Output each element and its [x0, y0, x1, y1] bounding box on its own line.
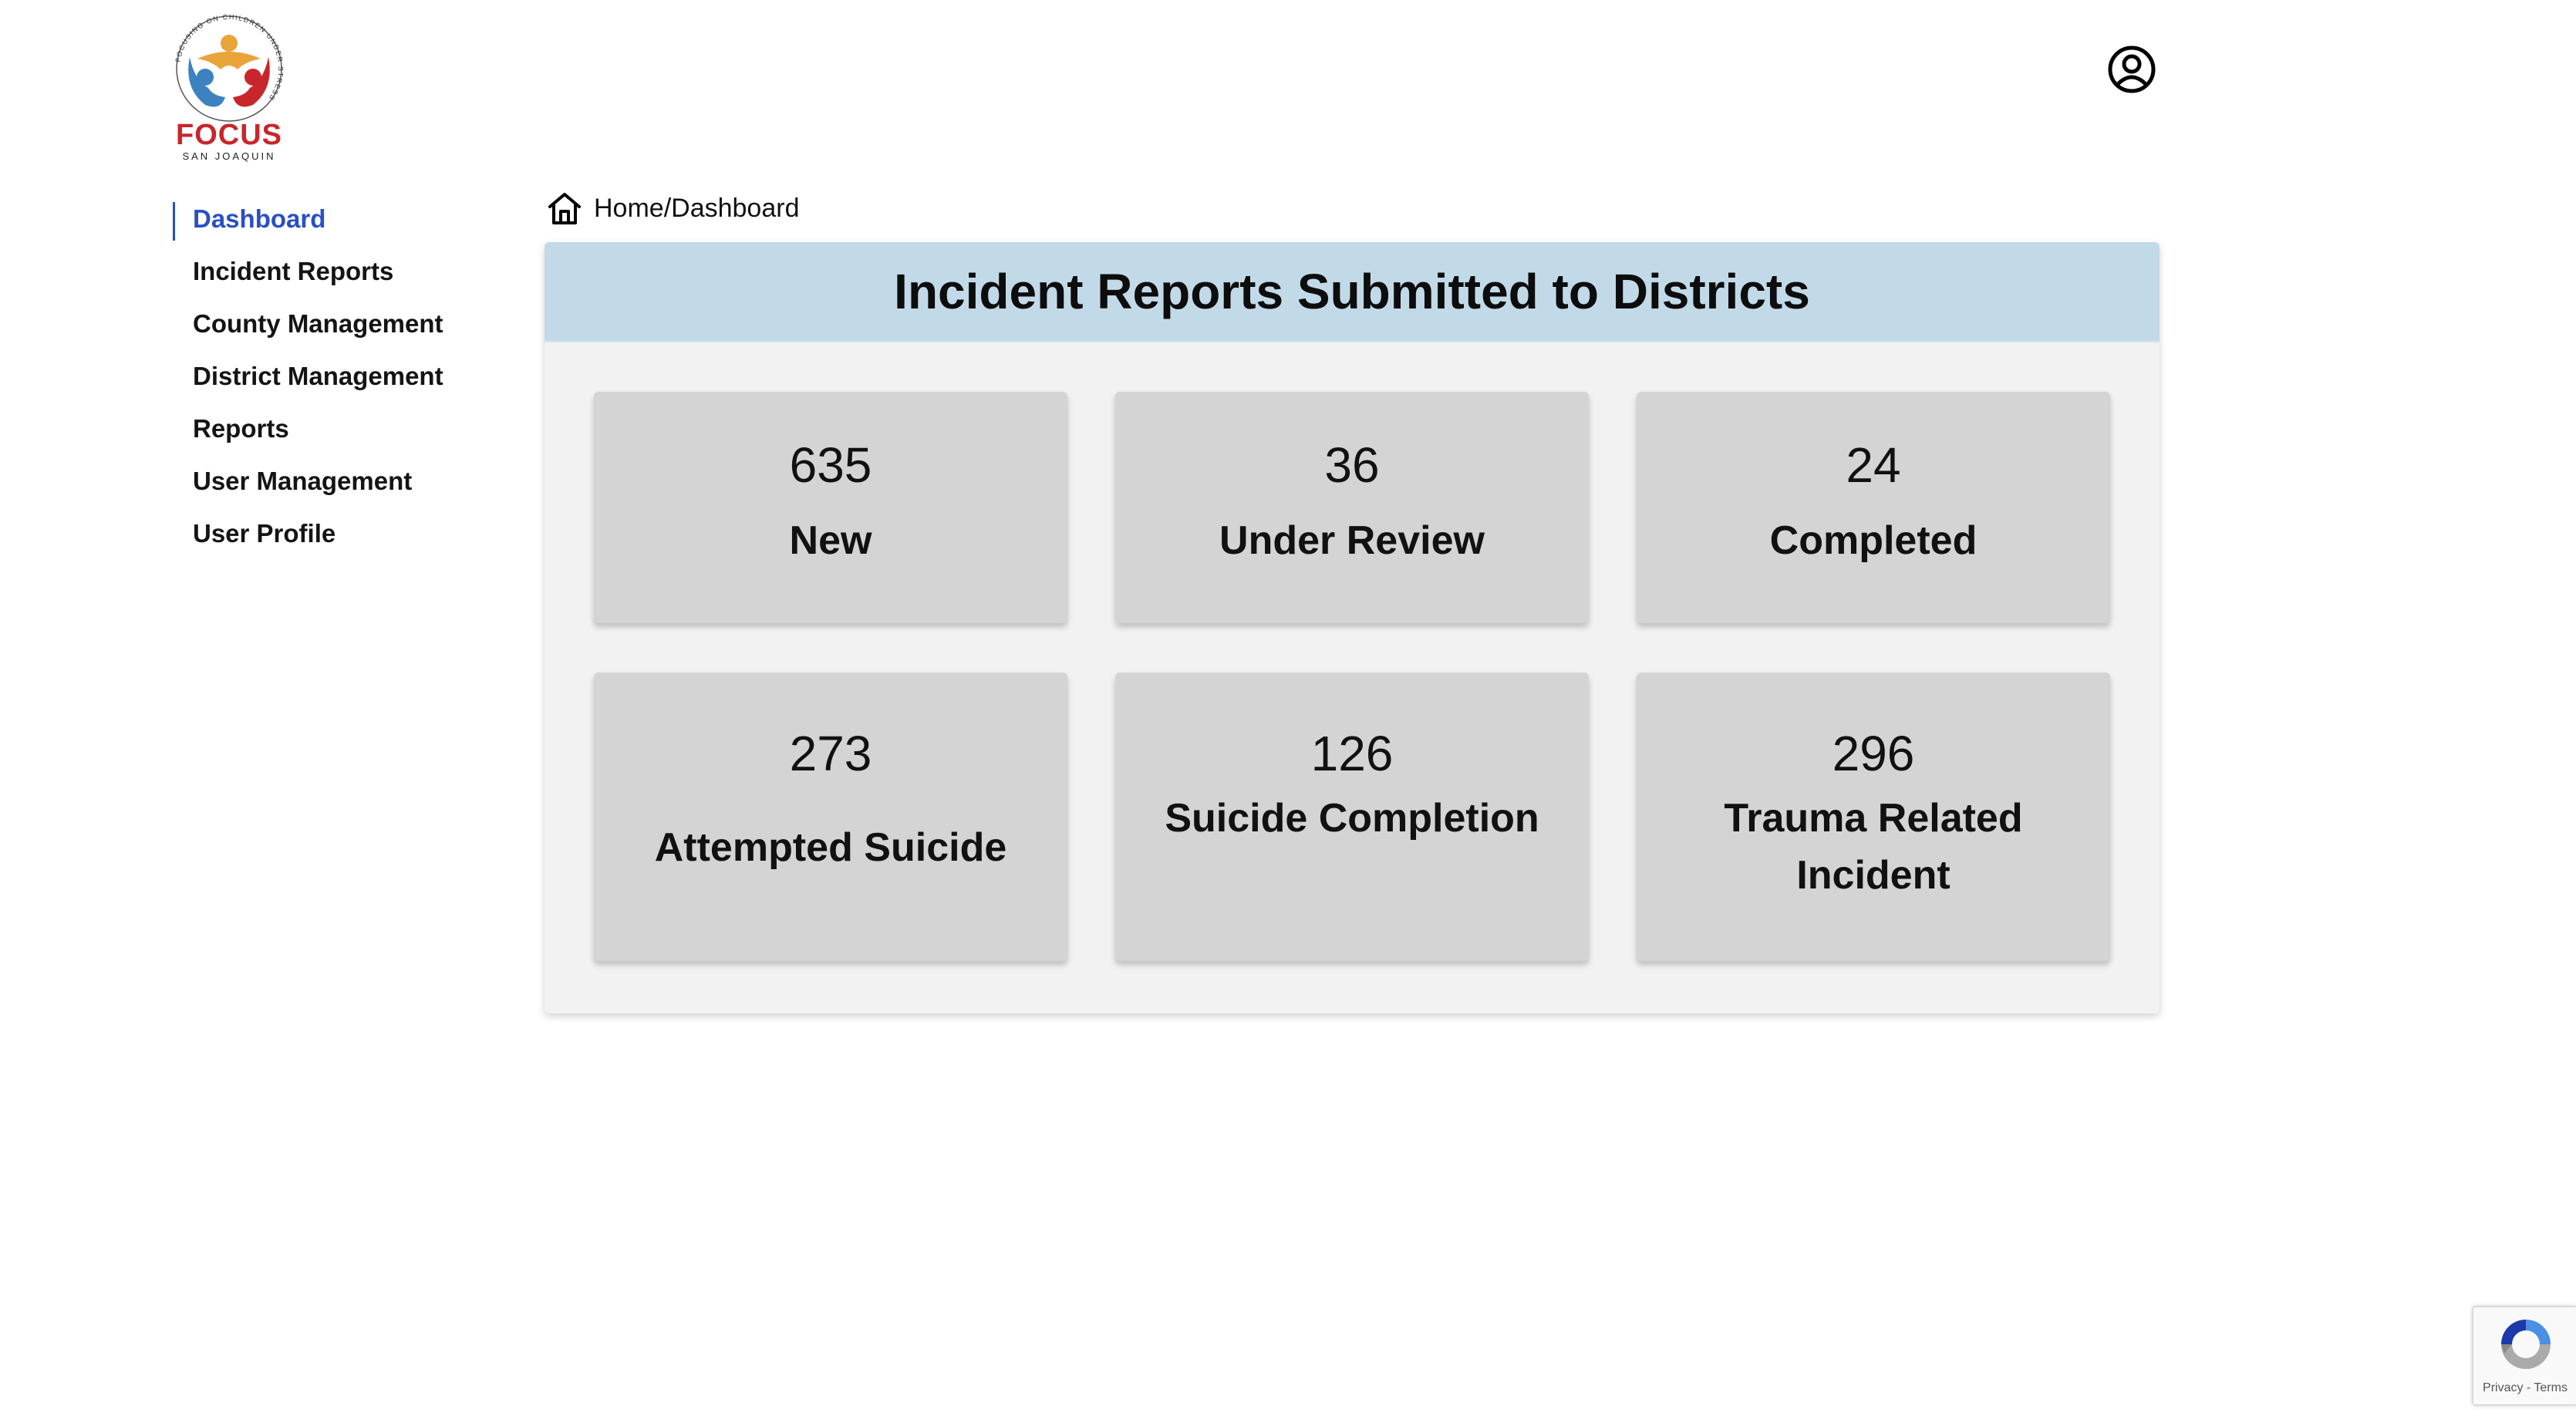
stat-card-trauma-related-incident[interactable]: 296 Trauma Related Incident — [1637, 673, 2110, 961]
recaptcha-badge[interactable]: Privacy - Terms — [2473, 1306, 2576, 1405]
breadcrumb: Home/Dashboard — [546, 188, 799, 228]
logo-emblem: FOCUSING ON CHILDREN UNDER STRESS — [174, 14, 284, 122]
stat-value: 24 — [1846, 437, 1901, 493]
panel-title: Incident Reports Submitted to Districts — [545, 242, 2160, 342]
sidebar-item-district-management[interactable]: District Management — [193, 362, 443, 390]
recaptcha-privacy-link[interactable]: Privacy — [2483, 1381, 2524, 1394]
stat-value: 635 — [789, 437, 872, 493]
stat-card-completed[interactable]: 24 Completed — [1637, 392, 2110, 623]
stat-label: Attempted Suicide — [654, 825, 1007, 870]
breadcrumb-path[interactable]: Home/Dashboard — [594, 193, 800, 223]
recaptcha-terms-link[interactable]: Terms — [2534, 1381, 2568, 1394]
recaptcha-icon — [2501, 1320, 2551, 1369]
stat-value: 296 — [1832, 726, 1915, 781]
sidebar-item-county-management[interactable]: County Management — [193, 309, 443, 338]
stat-card-new[interactable]: 635 New — [594, 392, 1067, 623]
sidebar-item-user-management[interactable]: User Management — [193, 467, 413, 495]
stat-label: Completed — [1769, 518, 1978, 563]
stat-label: Under Review — [1219, 518, 1485, 563]
recaptcha-separator: - — [2523, 1381, 2534, 1394]
stat-card-attempted-suicide[interactable]: 273 Attempted Suicide — [594, 673, 1067, 961]
sidebar-item-dashboard[interactable]: Dashboard — [173, 199, 497, 251]
stat-label: Suicide Completion — [1165, 796, 1539, 841]
stat-card-under-review[interactable]: 36 Under Review — [1115, 392, 1589, 623]
logo-subtitle: SAN JOAQUIN — [182, 150, 276, 162]
sidebar-item-user-profile[interactable]: User Profile — [193, 519, 336, 548]
stat-value: 36 — [1324, 437, 1380, 493]
stat-label: New — [789, 518, 872, 563]
logo-wordmark: FOCUS — [176, 119, 282, 151]
sidebar-item-incident-reports[interactable]: Incident Reports — [193, 257, 394, 285]
sidebar-nav: Dashboard Incident Reports County Manage… — [173, 199, 497, 566]
stat-card-suicide-completion[interactable]: 126 Suicide Completion — [1115, 673, 1589, 961]
home-icon[interactable] — [546, 190, 583, 227]
stat-label: Trauma Related Incident — [1724, 796, 2023, 898]
stat-value: 126 — [1310, 726, 1394, 781]
focus-logo[interactable]: FOCUSING ON CHILDREN UNDER STRESS FOCUS … — [174, 14, 284, 162]
user-profile-button[interactable] — [2107, 45, 2156, 94]
stat-value: 273 — [789, 726, 872, 781]
user-circle-icon — [2108, 46, 2156, 93]
sidebar-item-reports[interactable]: Reports — [193, 414, 289, 443]
incident-summary-panel: Incident Reports Submitted to Districts … — [545, 242, 2160, 1013]
recaptcha-links: Privacy - Terms — [2473, 1381, 2576, 1395]
